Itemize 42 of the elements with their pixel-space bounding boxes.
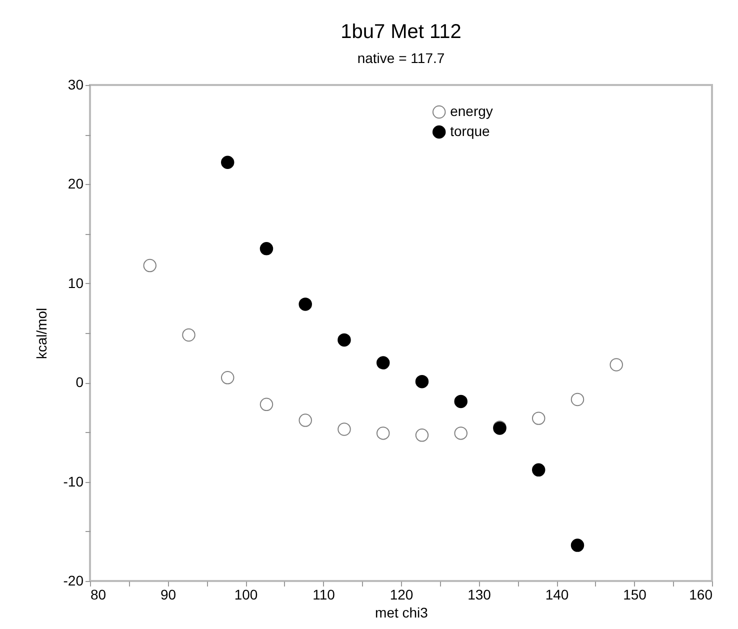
point [376, 356, 390, 370]
y-tick-label: 0 [76, 374, 84, 390]
y-tick-label: -20 [63, 572, 84, 588]
point [415, 374, 429, 388]
legend-label: torque [450, 123, 490, 139]
x-tick-label: 140 [545, 586, 569, 602]
point [298, 414, 312, 427]
point [338, 422, 351, 436]
point [143, 258, 156, 272]
point [532, 463, 546, 477]
point [182, 328, 196, 342]
legend-label: energy [450, 103, 493, 119]
x-tick-label: 110 [312, 586, 336, 602]
x-tick-label: 100 [234, 586, 258, 602]
point [298, 298, 312, 311]
point [532, 412, 546, 425]
point [260, 398, 274, 412]
x-axis-title: met chi3 [375, 604, 428, 620]
point [570, 392, 584, 406]
y-tick-label: -10 [63, 473, 84, 490]
point [610, 358, 623, 372]
point [260, 242, 274, 256]
point [338, 333, 351, 347]
y-axis-title: kcal/mol [33, 308, 50, 360]
chart-subtitle: native = 117.7 [357, 50, 445, 66]
point [415, 428, 429, 442]
y-tick-label: 10 [68, 274, 84, 291]
x-tick-label: 130 [468, 586, 492, 602]
point [220, 371, 234, 384]
x-tick-label: 120 [390, 586, 414, 602]
point [220, 156, 234, 169]
point [376, 426, 390, 440]
x-tick-label: 90 [160, 586, 176, 602]
y-tick-label: 20 [68, 176, 84, 192]
x-tick-label: 150 [623, 586, 647, 602]
x-tick-label: 160 [689, 586, 713, 602]
point [454, 394, 468, 408]
x-tick-label: 80 [90, 586, 106, 602]
chart-title: 1bu7 Met 112 [340, 21, 462, 43]
point [570, 538, 584, 552]
point [454, 426, 468, 440]
y-tick-label: 30 [68, 76, 84, 92]
